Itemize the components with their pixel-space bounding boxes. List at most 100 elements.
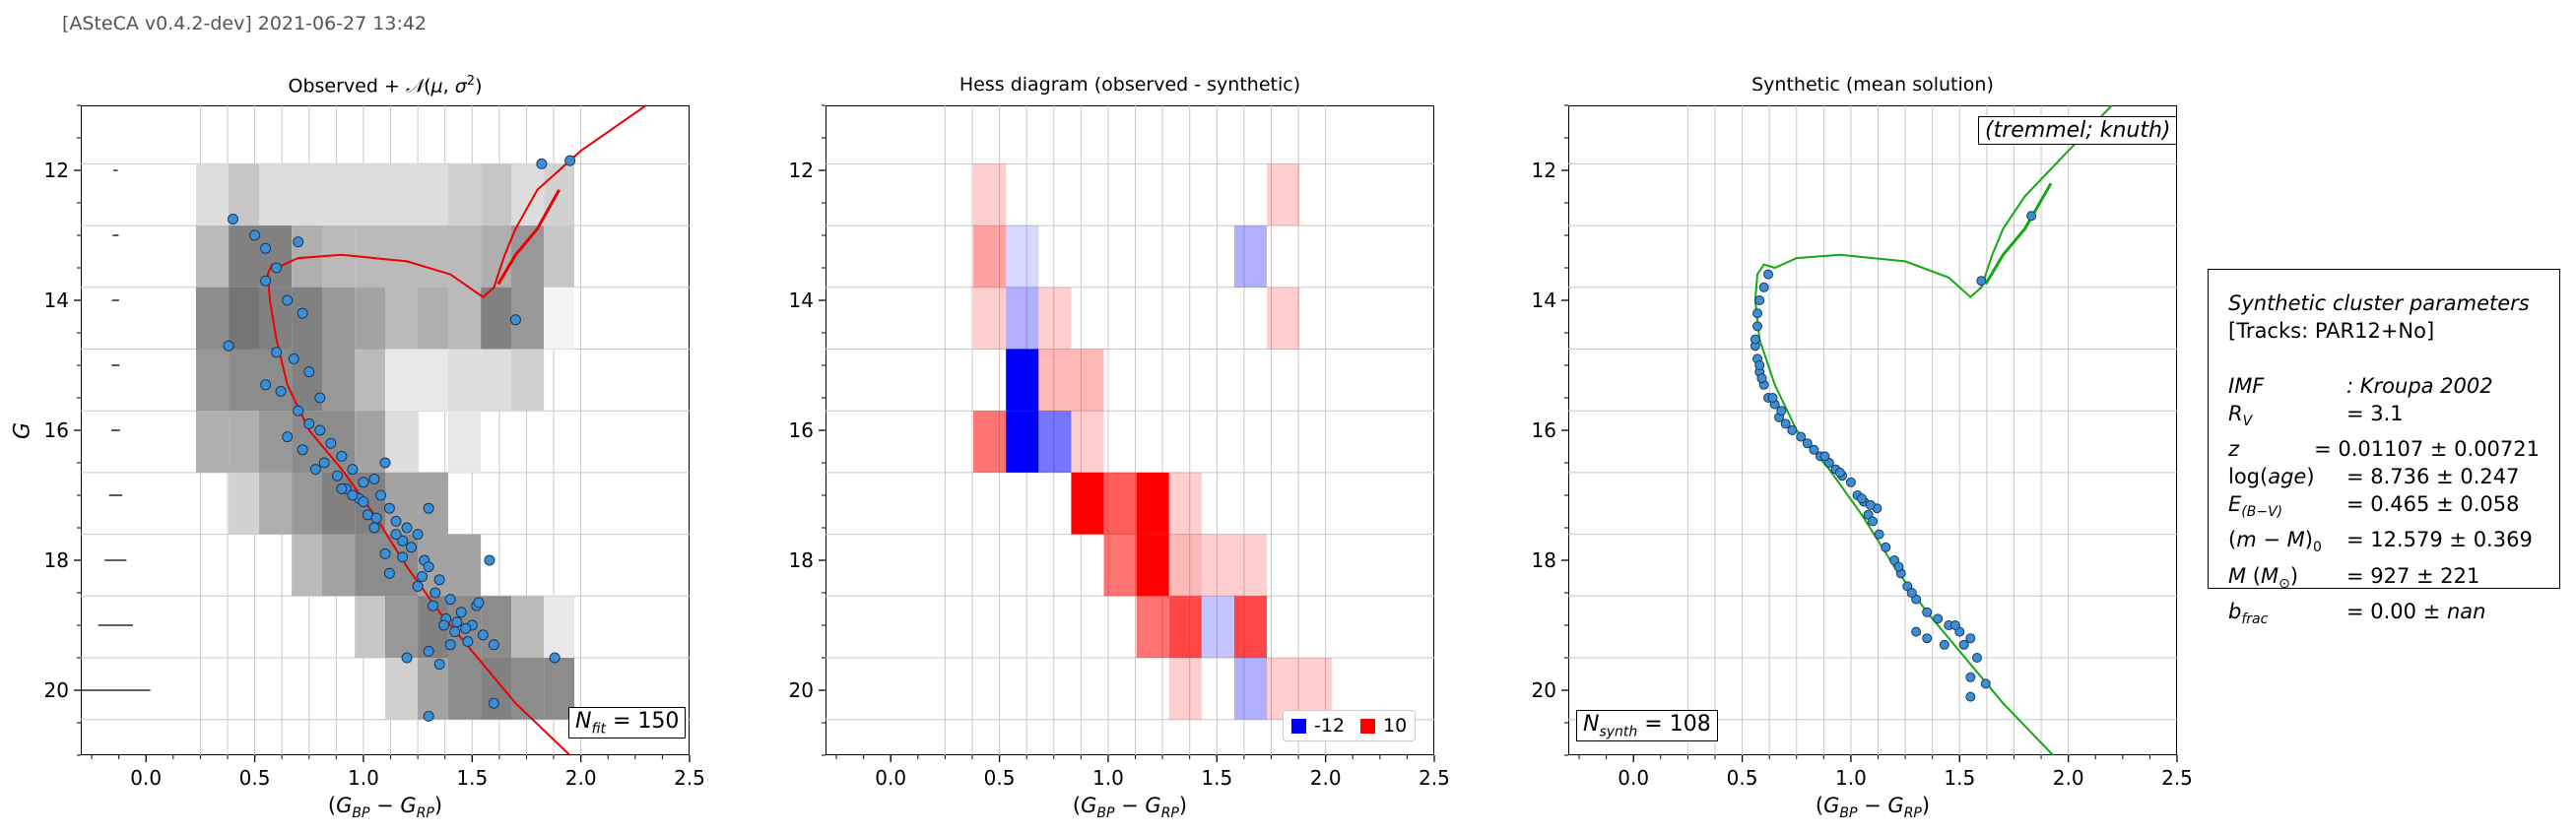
data-point — [397, 551, 409, 563]
density-cell — [448, 658, 482, 720]
data-point — [1856, 493, 1867, 504]
density-cell — [544, 596, 575, 658]
data-point — [444, 639, 456, 651]
data-point — [293, 236, 304, 248]
data-point — [293, 405, 304, 417]
xlabel-left: (GBP − GRP) — [327, 794, 443, 822]
x-tick-label: 1.5 — [1944, 766, 1975, 790]
data-point — [1752, 321, 1763, 332]
x-tick-label: 1.0 — [348, 766, 379, 790]
density-cell — [258, 163, 293, 226]
data-point — [271, 262, 283, 274]
density-cell — [481, 349, 512, 412]
data-point — [223, 340, 234, 352]
hess-legend: -12 10 — [1283, 710, 1417, 741]
param-row-distmod: (m − M)0 = 12.579 ± 0.369 — [2228, 528, 2533, 556]
data-point — [228, 214, 238, 225]
data-point — [282, 431, 294, 443]
panel-title-right: Synthetic (mean solution) — [1751, 74, 1994, 96]
data-point — [397, 535, 409, 546]
hess-cell — [1168, 596, 1202, 658]
data-point — [2026, 211, 2037, 222]
plot-area-right — [1568, 105, 2177, 755]
data-point — [1780, 418, 1791, 429]
data-point — [260, 379, 272, 391]
density-cell — [258, 472, 293, 535]
data-point — [260, 242, 272, 254]
hess-cell — [1071, 472, 1104, 535]
density-cell — [292, 534, 322, 597]
data-point — [509, 314, 521, 326]
x-tick-label: 0.0 — [1618, 766, 1649, 790]
data-point — [1756, 373, 1767, 384]
data-point — [1750, 334, 1760, 345]
y-tick-label: 14 — [44, 289, 69, 312]
density-cell — [418, 287, 449, 350]
density-cell — [511, 658, 545, 720]
hess-cell — [1168, 658, 1202, 720]
data-point — [271, 347, 283, 358]
data-point — [1865, 499, 1876, 510]
density-cell — [195, 163, 230, 226]
data-point — [383, 567, 395, 579]
data-point — [1758, 282, 1769, 292]
density-cell — [511, 349, 545, 412]
legend-label-pos: 10 — [1383, 715, 1408, 737]
panel-title-middle: Hess diagram (observed - synthetic) — [958, 74, 1301, 96]
data-point — [428, 600, 439, 611]
param-row-z: z = 0.01107 ± 0.00721 — [2228, 437, 2540, 462]
hess-cell — [1201, 534, 1234, 597]
density-cell — [385, 287, 419, 350]
density-cell — [481, 225, 512, 288]
nsynth-box: Nsynth = 108 — [1576, 710, 1718, 742]
data-point — [1763, 269, 1774, 280]
data-point — [1754, 295, 1765, 305]
data-point — [358, 477, 369, 488]
param-row-logage: log(age) = 8.736 ± 0.247 — [2228, 465, 2520, 489]
isochrone-line — [266, 104, 647, 756]
data-point — [336, 482, 348, 494]
param-row-rv: RV = 3.1 — [2228, 402, 2404, 430]
data-point — [288, 353, 299, 364]
x-tick-label: 0.0 — [875, 766, 906, 790]
params-tracks: [Tracks: PAR12+No] — [2228, 319, 2435, 343]
y-tick-label: 12 — [44, 159, 69, 182]
data-point — [358, 496, 369, 508]
density-cell — [418, 472, 449, 535]
param-row-imf: IMF: Kroupa 2002 — [2228, 374, 2493, 398]
data-point — [314, 424, 326, 436]
y-tick-label: 18 — [1532, 548, 1556, 572]
hess-cell — [1103, 534, 1137, 597]
y-tick-label: 14 — [789, 289, 814, 312]
hess-cell — [1006, 225, 1039, 288]
density-cell — [195, 349, 230, 412]
data-point — [1906, 588, 1917, 598]
y-tick-label: 12 — [789, 159, 814, 182]
header-text: [ASteCA v0.4.2-dev] 2021-06-27 13:42 — [62, 13, 428, 34]
y-tick-label: 16 — [789, 418, 814, 442]
x-tick-label: 0.5 — [1727, 766, 1758, 790]
parameters-box: Synthetic cluster parameters [Tracks: PA… — [2208, 269, 2560, 627]
hess-cell — [973, 411, 1007, 473]
x-tick-label: 1.5 — [456, 766, 488, 790]
hess-cell — [1006, 411, 1039, 473]
data-point — [1819, 451, 1830, 462]
hess-cell — [1136, 534, 1169, 597]
data-point — [1911, 626, 1922, 637]
density-cell — [418, 349, 449, 412]
data-point — [318, 457, 330, 469]
density-cell — [229, 287, 259, 350]
data-point — [1845, 477, 1856, 487]
hess-cell — [1103, 472, 1137, 535]
density-cell — [321, 534, 356, 597]
y-tick-label: 20 — [789, 678, 814, 702]
y-tick-label: 18 — [789, 548, 814, 572]
y-tick-label: 18 — [44, 548, 69, 572]
density-cell — [195, 225, 230, 288]
hess-cell — [973, 163, 1007, 226]
x-tick-label: 1.0 — [1835, 766, 1867, 790]
data-point — [1980, 678, 1991, 689]
legend-swatch-pos — [1360, 718, 1376, 734]
data-point — [423, 502, 434, 514]
